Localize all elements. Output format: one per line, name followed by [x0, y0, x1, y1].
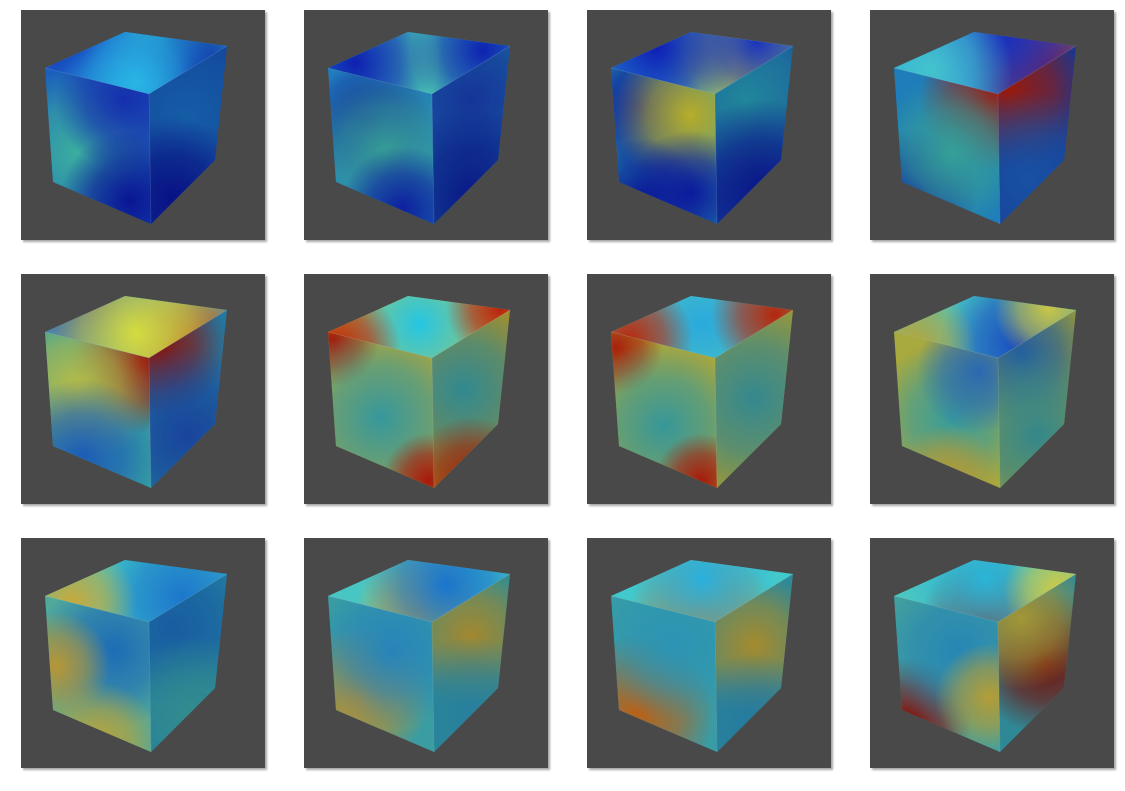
cube-panel-r3-c3	[587, 538, 831, 768]
cube-panel-r3-c2	[304, 538, 548, 768]
cube-render	[893, 32, 1077, 225]
cube-render	[44, 560, 228, 753]
cube-panel-r2-c3	[587, 274, 831, 504]
cube-render	[610, 296, 794, 489]
cube-panel-r3-c1	[21, 538, 265, 768]
cube-panel-r2-c2	[304, 274, 548, 504]
cube-render	[610, 560, 794, 753]
cube-render	[327, 296, 511, 489]
cube-face-left	[45, 68, 151, 224]
cube-render	[893, 560, 1077, 753]
cube-face-left	[894, 68, 1000, 224]
cube-face-top	[328, 560, 510, 622]
cube-panel-r1-c2	[304, 10, 548, 240]
cube-render	[610, 32, 794, 225]
cube-panel-r1-c3	[587, 10, 831, 240]
cube-render	[44, 32, 228, 225]
cube-panel-r2-c4	[870, 274, 1114, 504]
cube-render	[44, 296, 228, 489]
cube-panel-r1-c1	[21, 10, 265, 240]
cube-panel-r3-c4	[870, 538, 1114, 768]
cube-panel-r1-c4	[870, 10, 1114, 240]
cube-panel-r2-c1	[21, 274, 265, 504]
cube-render	[327, 560, 511, 753]
cube-render	[893, 296, 1077, 489]
cube-render	[327, 32, 511, 225]
